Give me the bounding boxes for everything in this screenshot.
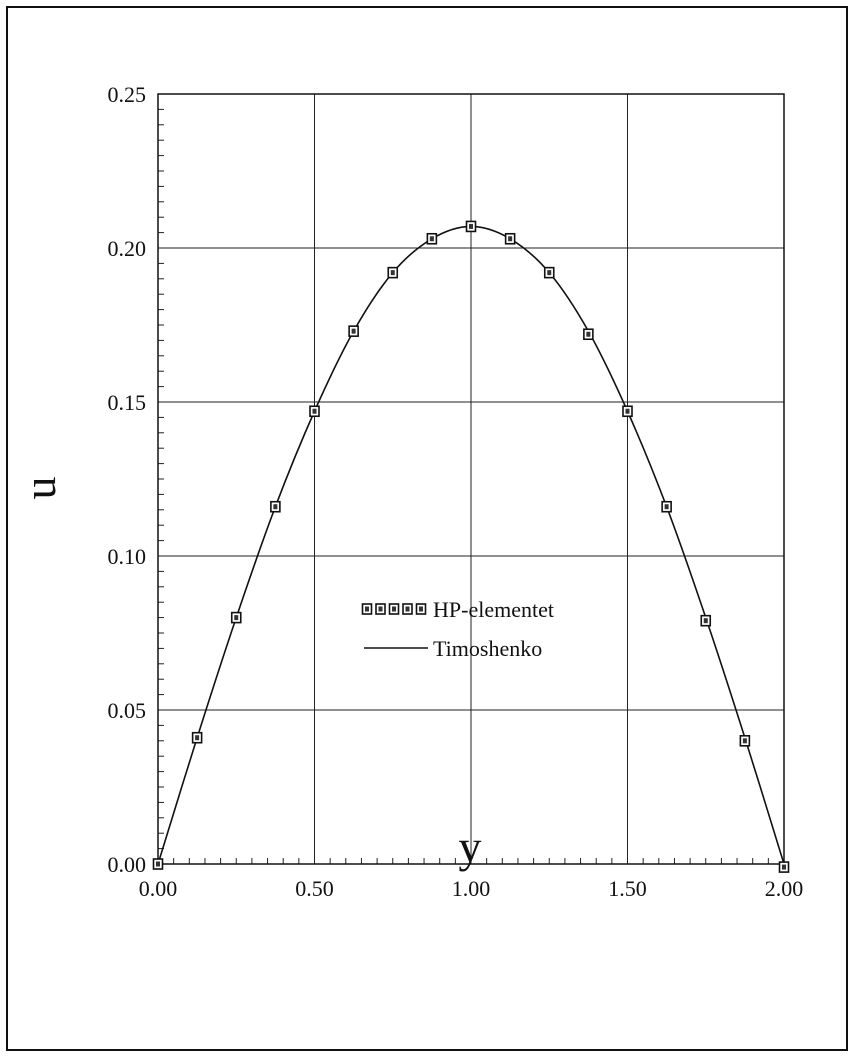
x-tick-label: 0.50 [295,876,334,901]
marker-core [351,328,356,334]
plot-area [157,93,785,865]
marker-core [508,236,513,242]
hp-elementet-point [152,858,164,870]
hp-elementet-point [230,611,242,624]
marker-core [273,504,278,510]
marker-core [195,735,200,741]
x-tick-label: 1.50 [608,876,647,901]
hp-elementet-point [191,731,203,744]
marker-core [419,606,423,612]
hp-elementet-point [543,266,555,279]
legend: HP-elementet Timoshenko [361,597,554,661]
y-tick-label: 0.00 [108,852,147,877]
grid [158,94,784,864]
x-tick-label: 0.00 [139,876,178,901]
marker-core [703,618,708,624]
hp-elementet-point [622,405,633,418]
marker-core [782,864,786,870]
hp-elementet-point [661,500,672,513]
y-tick-label: 0.05 [108,698,147,723]
x-tick-label: 2.00 [765,876,804,901]
marker-core [392,606,396,612]
hp-elementet-point [778,861,790,873]
series-hp-elementet [152,220,790,873]
legend-marker-sample [375,603,386,615]
y-tick-label: 0.20 [108,236,147,261]
x-axis: 0.00 0.50 1.00 1.50 2.00 [139,876,804,901]
minor-ticks [158,108,769,864]
marker-core [234,615,239,621]
y-tick-label: 0.10 [108,544,147,569]
marker-core [390,270,395,276]
hp-elementet-point [348,325,359,337]
marker-core [469,223,473,229]
legend-marker-sample [415,603,427,615]
hp-elementet-point [426,232,438,245]
marker-core [664,504,669,510]
legend-label-hp-elementet: HP-elementet [433,597,554,622]
hp-elementet-point [583,328,594,341]
hp-elementet-point [465,220,477,233]
x-axis-title: y [459,821,482,872]
marker-core [312,408,317,414]
marker-core [586,331,591,337]
legend-label-timoshenko: Timoshenko [433,636,542,661]
marker-core [156,861,160,867]
hp-elementet-point [270,500,281,513]
marker-core [429,236,434,242]
y-tick-label: 0.25 [108,82,147,107]
legend-marker-sample [361,603,373,615]
marker-core [405,606,410,612]
legend-marker-sample [402,603,413,615]
marker-core [378,606,383,612]
marker-core [547,270,552,276]
x-tick-label: 1.00 [452,876,491,901]
marker-core [625,408,630,414]
hp-elementet-point [700,614,712,627]
marker-core [742,738,747,744]
hp-elementet-point [309,405,320,418]
hp-elementet-point [504,232,516,245]
hp-elementet-point [739,734,751,747]
marker-core [365,606,369,612]
hp-elementet-point [387,266,399,279]
figure-frame [6,6,848,1051]
y-tick-label: 0.15 [108,390,147,415]
y-axis-title: u [14,477,65,500]
legend-marker-sample [388,603,400,615]
y-axis: 0.00 0.05 0.10 0.15 0.20 0.25 [108,82,147,877]
